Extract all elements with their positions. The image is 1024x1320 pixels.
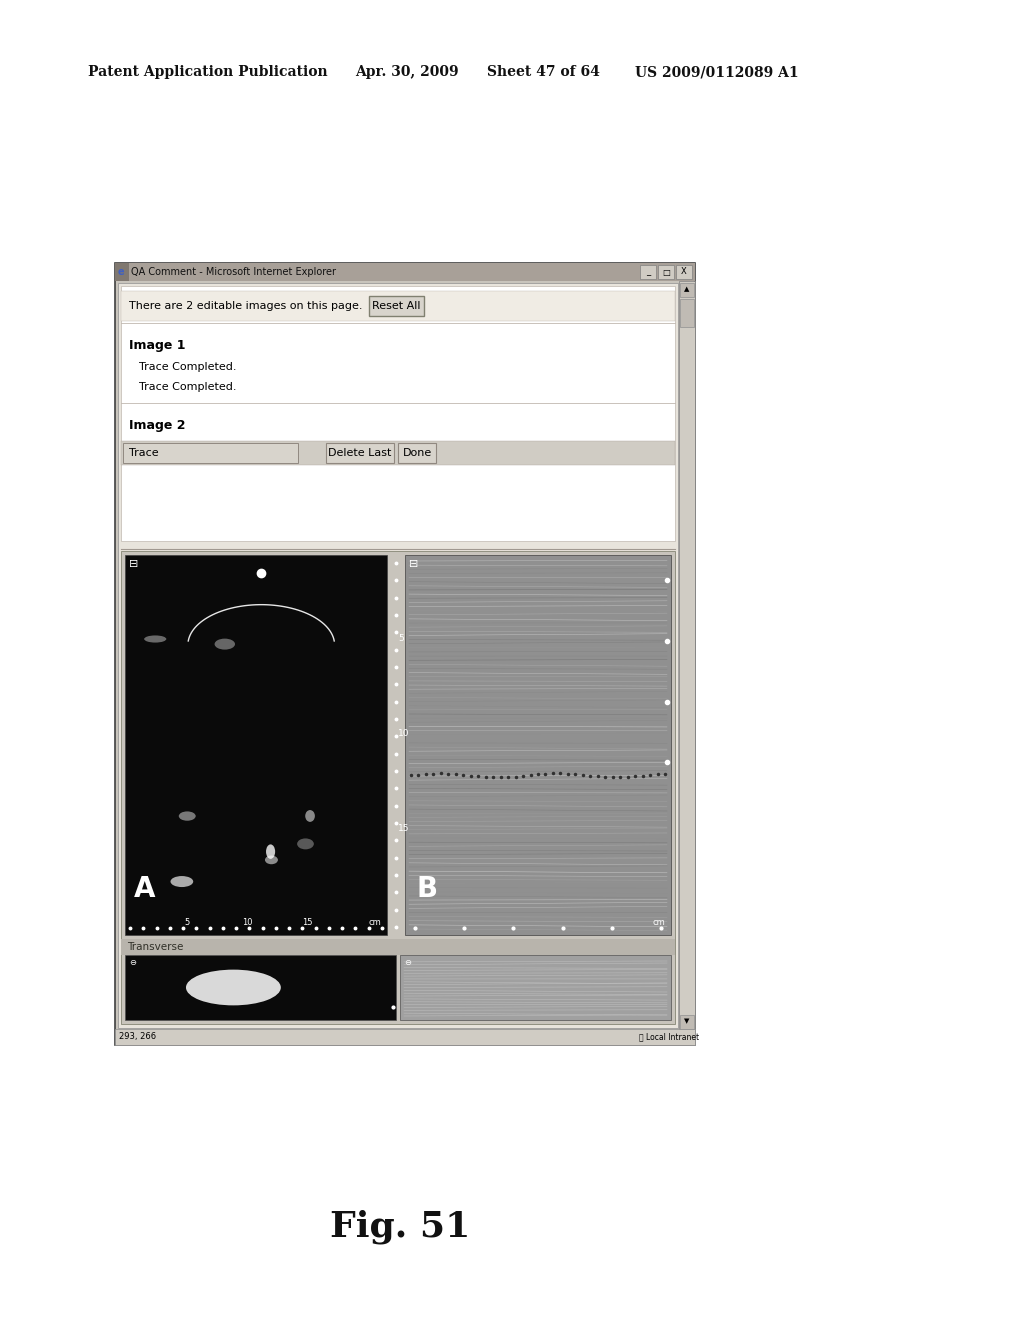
Text: 🔒 Local Intranet: 🔒 Local Intranet <box>639 1032 699 1041</box>
Bar <box>115 1030 695 1045</box>
Text: cm: cm <box>652 917 665 927</box>
Bar <box>115 263 695 1045</box>
Bar <box>400 954 671 1020</box>
Bar <box>680 282 694 297</box>
Text: Trace: Trace <box>129 447 159 458</box>
Bar <box>658 265 674 279</box>
Text: Reset All: Reset All <box>373 301 421 312</box>
Bar <box>121 286 675 541</box>
Bar <box>115 263 129 281</box>
Bar <box>121 441 675 465</box>
Bar <box>640 265 656 279</box>
Text: ⊖: ⊖ <box>404 958 411 968</box>
Text: 5: 5 <box>184 917 189 927</box>
Text: X: X <box>681 268 687 276</box>
Text: Image 2: Image 2 <box>129 418 185 432</box>
Text: QA Comment - Microsoft Internet Explorer: QA Comment - Microsoft Internet Explorer <box>131 267 336 277</box>
Text: Trace Completed.: Trace Completed. <box>139 381 237 392</box>
Text: e: e <box>118 267 125 277</box>
Bar <box>369 296 424 315</box>
Bar <box>679 281 695 1030</box>
Text: There are 2 editable images on this page.: There are 2 editable images on this page… <box>129 301 362 312</box>
Text: ▲: ▲ <box>684 286 690 292</box>
Ellipse shape <box>179 812 196 821</box>
Text: Trace Completed.: Trace Completed. <box>139 362 237 372</box>
Text: ⊟: ⊟ <box>129 558 138 569</box>
Text: Done: Done <box>402 447 432 458</box>
Text: Image 1: Image 1 <box>129 338 185 351</box>
Bar <box>125 554 387 935</box>
Ellipse shape <box>265 855 278 865</box>
Text: Patent Application Publication: Patent Application Publication <box>88 65 328 79</box>
Bar <box>326 444 394 463</box>
Text: Transverse: Transverse <box>127 942 183 952</box>
Bar <box>121 939 675 954</box>
Bar <box>406 554 671 935</box>
Text: 15: 15 <box>302 917 312 927</box>
Text: B: B <box>417 875 437 903</box>
Bar <box>680 1015 694 1030</box>
Bar <box>118 282 678 1028</box>
Text: ⊖: ⊖ <box>129 958 136 968</box>
Text: ▼: ▼ <box>684 1018 690 1024</box>
Text: 15: 15 <box>397 824 410 833</box>
Ellipse shape <box>266 845 275 859</box>
Text: 293, 266: 293, 266 <box>119 1032 156 1041</box>
Text: Apr. 30, 2009: Apr. 30, 2009 <box>355 65 459 79</box>
Ellipse shape <box>215 639 236 649</box>
Text: ⊟: ⊟ <box>409 558 419 569</box>
Bar <box>115 263 695 281</box>
Bar <box>121 550 675 1024</box>
Text: Fig. 51: Fig. 51 <box>330 1209 470 1245</box>
Bar <box>125 954 396 1020</box>
Ellipse shape <box>186 970 281 1006</box>
Ellipse shape <box>170 876 194 887</box>
Bar <box>398 444 436 463</box>
Bar <box>123 444 298 463</box>
Bar <box>676 265 692 279</box>
Text: cm: cm <box>369 917 381 927</box>
Text: 10: 10 <box>397 729 410 738</box>
Text: 10: 10 <box>242 917 252 927</box>
Text: □: □ <box>663 268 670 276</box>
Text: A: A <box>134 875 156 903</box>
Text: US 2009/0112089 A1: US 2009/0112089 A1 <box>635 65 799 79</box>
Text: 5: 5 <box>397 634 403 643</box>
Ellipse shape <box>297 838 314 849</box>
Text: _: _ <box>646 268 650 276</box>
Ellipse shape <box>144 635 166 643</box>
Ellipse shape <box>305 810 315 822</box>
Bar <box>121 290 675 321</box>
Text: Delete Last: Delete Last <box>329 447 392 458</box>
Bar <box>680 300 694 327</box>
Text: Sheet 47 of 64: Sheet 47 of 64 <box>487 65 600 79</box>
